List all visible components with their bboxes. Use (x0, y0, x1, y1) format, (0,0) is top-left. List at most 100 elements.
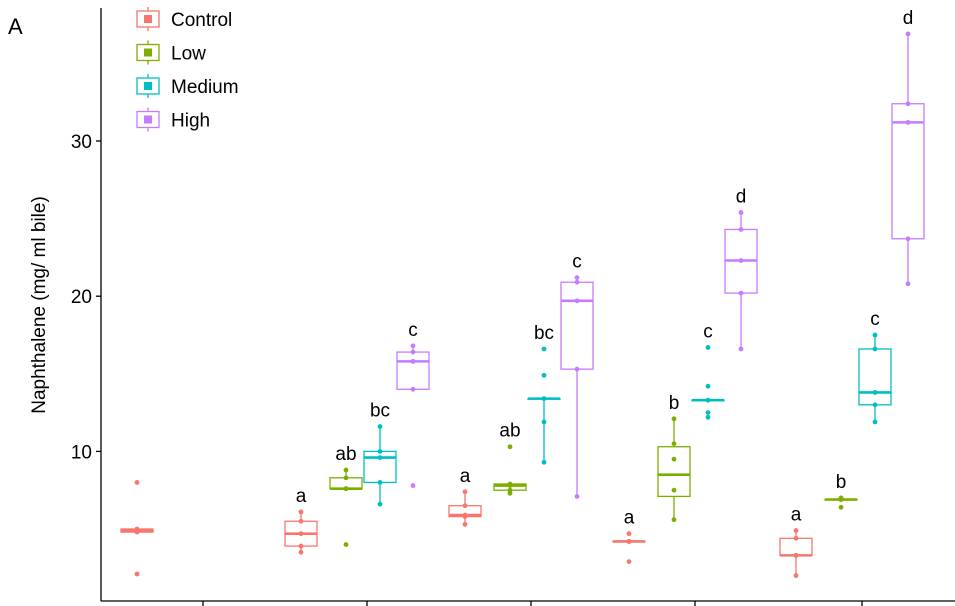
y-tick-label: 10 (71, 442, 92, 463)
data-point (541, 346, 547, 352)
significance-letter: d (903, 8, 914, 29)
significance-letter: a (296, 486, 307, 507)
box-high (396, 351, 430, 390)
data-point (541, 396, 547, 402)
box-high (560, 281, 594, 370)
significance-letter: ab (335, 444, 356, 465)
data-point (377, 501, 383, 507)
data-point (462, 514, 468, 519)
data-point (905, 31, 911, 37)
data-point (705, 383, 711, 389)
data-point (872, 390, 878, 395)
data-point (872, 419, 878, 425)
legend-label: Low (171, 44, 206, 65)
significance-letter: c (572, 252, 582, 273)
data-point (343, 467, 349, 473)
data-point (343, 475, 349, 481)
data-point (705, 345, 711, 350)
data-point (705, 397, 711, 403)
legend-label: High (171, 111, 210, 132)
data-point (134, 529, 140, 535)
data-point (462, 503, 468, 509)
y-axis-title: Naphthalene (mg/ ml bile) (29, 196, 50, 414)
data-point (626, 531, 632, 537)
data-point (410, 386, 416, 392)
box-control (779, 537, 813, 557)
y-tick-label: 30 (71, 132, 92, 153)
data-point (541, 419, 547, 425)
data-point (671, 487, 677, 493)
data-point (462, 521, 468, 527)
significance-letter: c (408, 320, 418, 341)
y-tick-label: 20 (71, 287, 92, 308)
data-point (541, 459, 547, 465)
data-point (134, 571, 140, 577)
data-point (872, 332, 878, 338)
data-point (574, 494, 580, 499)
significance-letter: ab (499, 421, 520, 442)
data-point (671, 517, 677, 523)
data-point (738, 209, 744, 215)
legend-key-marker (144, 82, 152, 90)
data-point (574, 275, 580, 280)
significance-letter: a (791, 505, 802, 526)
data-point (377, 455, 383, 461)
data-point (343, 542, 349, 547)
legend-label: Medium (171, 77, 239, 98)
significance-letter: d (736, 186, 747, 207)
data-point (410, 358, 416, 364)
significance-letter: b (836, 472, 847, 493)
significance-letter: c (870, 309, 880, 330)
data-point (626, 539, 632, 544)
data-point (905, 101, 911, 107)
significance-letter: b (669, 393, 680, 414)
data-point (298, 531, 304, 537)
data-point (738, 258, 744, 263)
data-point (905, 119, 911, 125)
data-point (574, 298, 580, 304)
data-point (705, 414, 711, 420)
data-point (793, 552, 799, 558)
data-point (793, 573, 799, 578)
data-point (507, 483, 513, 488)
data-point (872, 402, 878, 408)
significance-letter: a (460, 466, 471, 487)
data-point (671, 456, 677, 462)
data-point (377, 449, 383, 454)
data-point (872, 346, 878, 352)
data-point (738, 290, 744, 296)
box-medium (858, 348, 892, 406)
data-point (298, 549, 304, 555)
significance-letter: bc (534, 323, 554, 344)
data-point (626, 559, 632, 564)
data-point (410, 483, 416, 488)
panel-label: A (8, 14, 23, 39)
data-point (462, 489, 468, 495)
data-point (671, 416, 677, 422)
data-point (705, 410, 711, 415)
significance-letter: bc (370, 401, 390, 422)
data-point (793, 535, 799, 541)
data-point (738, 227, 744, 232)
data-point (838, 497, 844, 502)
data-point (298, 543, 304, 549)
significance-letter: c (703, 321, 713, 342)
data-point (410, 349, 416, 355)
data-point (671, 441, 677, 447)
legend-label: Control (171, 10, 232, 31)
data-point (838, 504, 844, 510)
data-point (541, 372, 547, 378)
data-point (793, 528, 799, 533)
data-point (343, 486, 349, 492)
significance-letter: a (624, 508, 635, 529)
data-point (507, 444, 513, 450)
data-point (507, 490, 513, 496)
legend-key-marker (144, 48, 152, 57)
data-point (377, 424, 383, 429)
data-point (574, 366, 580, 372)
legend-key-marker (144, 115, 152, 124)
data-point (134, 480, 140, 485)
data-point (905, 281, 911, 287)
data-point (738, 346, 744, 352)
